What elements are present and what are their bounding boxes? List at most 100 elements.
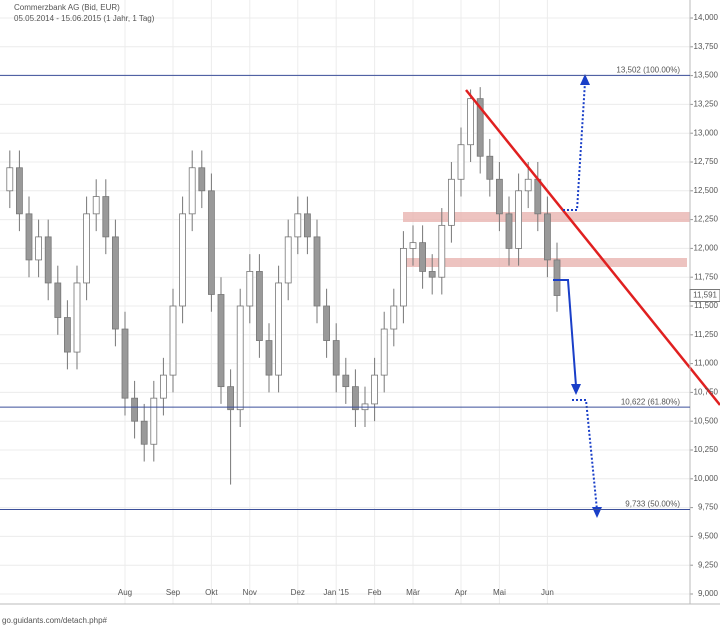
fib-label: 13,502 (100.00%) <box>616 65 680 74</box>
trend-line <box>465 89 720 406</box>
y-tick-label: 11,250 <box>694 330 718 339</box>
x-tick-label: Jun <box>541 588 554 597</box>
candle-body <box>227 386 235 411</box>
y-tick-label: 14,000 <box>694 13 719 22</box>
candle-body <box>217 294 225 388</box>
candle-body <box>467 98 475 146</box>
footer: go.guidants.com/detach.php# <box>2 616 108 625</box>
candle-body <box>179 213 187 307</box>
chart-subtitle: 05.05.2014 - 15.06.2015 (1 Jahr, 1 Tag) <box>14 14 155 23</box>
y-tick-label: 9,000 <box>698 589 719 598</box>
support-zone <box>403 258 687 267</box>
candle-body <box>457 144 465 180</box>
candle-body <box>380 328 388 376</box>
candle-body <box>390 305 398 330</box>
candle-body <box>150 397 158 445</box>
candle-body <box>323 305 331 341</box>
candle-body <box>428 271 436 278</box>
candle-body <box>409 242 417 249</box>
candle-body <box>169 305 177 376</box>
x-tick-label: Mär <box>406 588 420 597</box>
y-tick-label: 9,250 <box>698 560 719 569</box>
candle-body <box>15 167 23 215</box>
y-tick-label: 10,500 <box>694 416 719 425</box>
candle-body <box>83 213 90 284</box>
candle-body <box>438 224 446 278</box>
candle-body <box>25 213 33 261</box>
y-tick-label: 10,250 <box>694 445 719 454</box>
arrow-up <box>563 81 586 211</box>
fib-label: 10,622 (61.80%) <box>621 397 680 406</box>
x-tick-label: Nov <box>243 588 257 597</box>
candle-body <box>544 213 551 261</box>
candle-body <box>515 190 522 249</box>
x-tick-label: Feb <box>368 588 382 597</box>
candle-body <box>92 196 100 215</box>
y-tick-label: 10,750 <box>694 388 719 397</box>
candle-body <box>476 98 484 157</box>
candle-body <box>399 247 407 307</box>
x-tick-label: Mai <box>493 588 506 597</box>
candle-body <box>313 236 321 307</box>
arrow-down <box>553 279 577 387</box>
arrow-head <box>571 384 581 395</box>
y-tick-label: 11,000 <box>694 359 718 368</box>
y-tick-label: 12,250 <box>694 215 719 224</box>
y-tick-label: 9,500 <box>698 532 719 541</box>
y-tick-label: 13,750 <box>694 42 719 51</box>
candle-body <box>159 374 167 399</box>
candle-body <box>140 420 148 445</box>
x-tick-label: Sep <box>166 588 181 597</box>
y-tick-label: 13,250 <box>694 100 719 109</box>
candle-body <box>6 167 14 192</box>
candle-body <box>35 236 42 261</box>
candle-body <box>342 374 350 388</box>
candle-body <box>255 271 263 341</box>
candle-body <box>419 242 427 272</box>
candle-body <box>188 167 196 215</box>
last-price-label: 11,591 <box>693 291 717 300</box>
arrow-head <box>580 74 590 85</box>
x-tick-label: Okt <box>205 588 218 597</box>
y-tick-label: 13,500 <box>694 71 719 80</box>
y-tick-label: 12,000 <box>694 244 719 253</box>
candle-body <box>73 282 81 353</box>
candle-body <box>371 374 379 405</box>
candle-body <box>44 236 52 284</box>
candle-body <box>102 196 110 238</box>
candle-body <box>553 259 561 296</box>
candle-body <box>284 236 292 284</box>
candle-body <box>64 317 71 353</box>
candle-body <box>486 155 494 180</box>
candle-body <box>112 236 119 330</box>
y-tick-label: 10,000 <box>694 474 719 483</box>
candle-body <box>131 397 139 422</box>
y-tick-label: 11,750 <box>694 272 718 281</box>
candle-body <box>534 178 542 215</box>
y-tick-label: 12,500 <box>694 186 719 195</box>
x-tick-label: Jan '15 <box>323 588 349 597</box>
plot <box>6 87 561 485</box>
x-tick-label: Aug <box>118 588 132 597</box>
arrow-down-dotted <box>572 399 598 511</box>
candle-body <box>246 271 254 307</box>
x-tick-label: Dez <box>291 588 305 597</box>
y-tick-label: 13,000 <box>694 128 719 137</box>
candle-body <box>351 386 359 411</box>
candle-body <box>524 178 532 192</box>
y-tick-label: 12,750 <box>694 157 719 166</box>
candle-body <box>198 167 206 192</box>
candle-body <box>303 213 311 238</box>
candle-body <box>207 190 215 295</box>
candle-body <box>121 328 129 399</box>
fib-label: 9,733 (50.00%) <box>625 500 680 509</box>
candle-body <box>236 305 244 411</box>
candle-body <box>294 213 302 238</box>
last-price-box <box>689 289 720 303</box>
y-tick-label: 11,500 <box>694 301 718 310</box>
candle-body <box>447 178 455 226</box>
candle-body <box>265 340 273 376</box>
candle-body <box>332 340 340 376</box>
